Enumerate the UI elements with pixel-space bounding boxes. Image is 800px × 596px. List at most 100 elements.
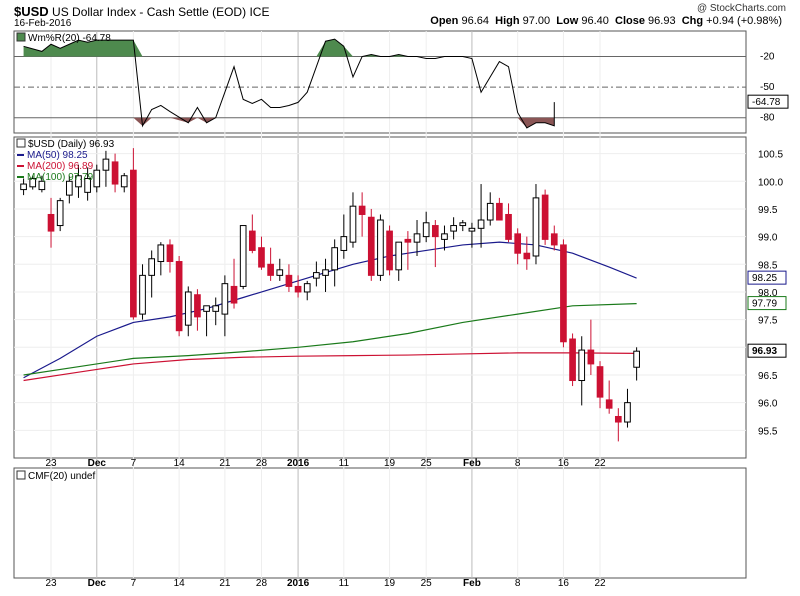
candle-body bbox=[578, 349, 586, 382]
price-value-tag bbox=[747, 296, 787, 311]
candle-body bbox=[56, 200, 64, 227]
candle-body bbox=[349, 205, 357, 243]
x-tick-label: 11 bbox=[339, 458, 350, 469]
x-tick-label-bottom: Feb bbox=[463, 578, 481, 589]
candle-body bbox=[560, 244, 567, 343]
candle-body bbox=[175, 261, 183, 332]
x-tick-label-bottom: 23 bbox=[45, 578, 57, 589]
x-tick-label-bottom: 11 bbox=[339, 578, 350, 589]
candle-body bbox=[624, 402, 631, 423]
candle-body bbox=[267, 263, 274, 276]
price-legend-icon bbox=[16, 138, 26, 148]
candle-body bbox=[340, 236, 348, 251]
ma-line-2 bbox=[23, 302, 637, 376]
candle-body bbox=[358, 205, 366, 215]
x-tick-label-bottom: 28 bbox=[256, 578, 268, 589]
exchange: ICE bbox=[249, 5, 270, 19]
candle-body bbox=[605, 399, 613, 409]
x-tick-label: 21 bbox=[219, 458, 231, 469]
close-label: Close bbox=[615, 15, 645, 27]
candle-body bbox=[413, 233, 421, 243]
x-tick-label-bottom: 19 bbox=[384, 578, 396, 589]
wm-legend-icon bbox=[16, 32, 26, 42]
candle-body bbox=[395, 241, 403, 271]
candle-body bbox=[496, 202, 503, 221]
x-tick-label: 16 bbox=[558, 458, 570, 469]
x-tick-label-bottom: 7 bbox=[131, 578, 137, 589]
candle-body bbox=[587, 349, 595, 365]
candle-body bbox=[166, 244, 174, 263]
candle-body bbox=[130, 169, 137, 318]
price-y-tick: 98.0 bbox=[758, 288, 778, 299]
candle-body bbox=[459, 222, 467, 227]
x-tick-label-bottom: Dec bbox=[88, 578, 107, 589]
candle-body bbox=[139, 274, 146, 315]
chart-date: 16-Feb-2016 bbox=[14, 18, 72, 29]
copyright: @ StockCharts.com bbox=[696, 3, 786, 14]
price-value-tag bbox=[747, 270, 787, 285]
candle-body bbox=[276, 269, 284, 276]
candle-body bbox=[38, 180, 46, 191]
x-tick-label-bottom: 21 bbox=[219, 578, 231, 589]
chg-value: +0.94 (+0.98%) bbox=[706, 15, 782, 27]
high-label: High bbox=[495, 15, 520, 27]
candle-body bbox=[431, 225, 439, 238]
candle-body bbox=[541, 194, 549, 240]
candle-body bbox=[248, 230, 256, 251]
candle-body bbox=[194, 294, 201, 318]
candle-body bbox=[477, 219, 485, 229]
candle-body bbox=[550, 233, 558, 246]
candle-body bbox=[404, 238, 412, 243]
wm-last-tag bbox=[747, 94, 789, 109]
low-value: 96.40 bbox=[581, 15, 609, 27]
chart-title: $USD US Dollar Index - Cash Settle (EOD)… bbox=[14, 4, 269, 19]
wm-overbought-fill bbox=[23, 39, 555, 57]
price-value-tag bbox=[747, 343, 787, 358]
candle-body bbox=[486, 202, 494, 221]
x-tick-label: 23 bbox=[45, 458, 57, 469]
open-value: 96.64 bbox=[461, 15, 489, 27]
open-label: Open bbox=[430, 15, 459, 27]
candle-body bbox=[596, 366, 604, 398]
x-tick-label: 7 bbox=[131, 458, 137, 469]
x-tick-label: 28 bbox=[256, 458, 268, 469]
price-y-tick: 95.5 bbox=[758, 426, 778, 437]
candle-body bbox=[47, 213, 55, 232]
candle-body bbox=[75, 175, 82, 188]
candle-body bbox=[93, 169, 101, 188]
candle-body bbox=[212, 305, 220, 312]
candle-body bbox=[505, 213, 512, 240]
candle-body bbox=[239, 225, 247, 287]
x-tick-label: 2016 bbox=[287, 458, 310, 469]
x-tick-label-bottom: 25 bbox=[421, 578, 433, 589]
high-value: 97.00 bbox=[522, 15, 551, 27]
candle-body bbox=[230, 285, 238, 304]
candle-body bbox=[84, 178, 91, 193]
candle-body bbox=[322, 269, 329, 276]
wm-panel-frame bbox=[13, 30, 747, 134]
x-tick-label: 8 bbox=[515, 458, 521, 469]
price-y-tick: 99.0 bbox=[758, 233, 778, 244]
candle-body bbox=[614, 415, 622, 423]
candle-body bbox=[102, 158, 110, 171]
x-tick-label: 22 bbox=[594, 458, 606, 469]
x-tick-label: Feb bbox=[463, 458, 481, 469]
price-panel-frame bbox=[13, 136, 747, 459]
price-value-tag-label: 97.79 bbox=[752, 299, 777, 310]
x-tick-label-bottom: 16 bbox=[558, 578, 570, 589]
candle-body bbox=[65, 180, 73, 196]
candle-body bbox=[203, 305, 210, 312]
x-tick-label-bottom: 14 bbox=[174, 578, 186, 589]
candle-body bbox=[157, 244, 165, 263]
ma-legend-label: MA(200) 96.89 bbox=[27, 161, 94, 172]
ohlc-summary: Open 96.64 High 97.00 Low 96.40 Close 96… bbox=[430, 15, 782, 27]
wm-y-tick: -50 bbox=[760, 82, 775, 93]
wm-legend: Wm%R(20) -64.78 bbox=[28, 33, 111, 44]
price-y-tick: 96.5 bbox=[758, 371, 778, 382]
candle-body bbox=[313, 272, 320, 279]
price-legend: $USD (Daily) 96.93 bbox=[28, 139, 115, 150]
candle-body bbox=[120, 175, 128, 188]
candle-body bbox=[441, 233, 448, 240]
wm-y-tick: -80 bbox=[760, 113, 775, 124]
